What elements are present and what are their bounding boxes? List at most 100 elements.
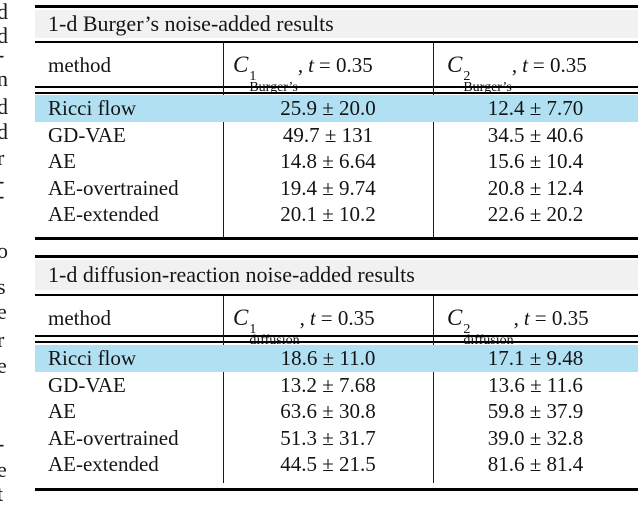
table-header-row: method C1diffusion,t= 0.35 C2diffusion,t… bbox=[35, 297, 638, 348]
value-cell: 13.2 ± 7.68 bbox=[280, 372, 376, 397]
table-row-gd-vae: GD-VAE 49.7 ± 131 34.5 ± 40.6 bbox=[35, 122, 638, 149]
t-variable: t bbox=[523, 306, 530, 330]
method-column-header: method bbox=[48, 306, 111, 330]
clipped-char: e bbox=[0, 457, 7, 482]
table-row-ricci-flow: Ricci flow 18.6 ± 11.0 17.1 ± 9.48 bbox=[35, 345, 638, 372]
method-cell: AE bbox=[48, 399, 76, 423]
sup-sub-script: 1diffusion bbox=[249, 322, 299, 347]
value-cell: 15.6 ± 10.4 bbox=[487, 149, 584, 173]
method-column-header: method bbox=[48, 53, 111, 77]
table-title: 1-d Burger’s noise-added results bbox=[48, 11, 334, 36]
column-separator bbox=[433, 43, 435, 237]
t-variable: t bbox=[309, 306, 316, 330]
value-cell: 22.6 ± 20.2 bbox=[487, 202, 584, 226]
clipped-char: d bbox=[0, 94, 8, 119]
value-cell: 49.7 ± 131 bbox=[282, 122, 374, 147]
diffusion-results-table: 1-d diffusion-reaction noise-added resul… bbox=[35, 255, 638, 493]
value-cell: 25.9 ± 20.0 bbox=[280, 96, 376, 120]
value-cell: 59.8 ± 37.9 bbox=[487, 399, 584, 423]
c1-burgers-column-header: C1Burger’s,t= 0.35 bbox=[233, 44, 373, 95]
clipped-char: o bbox=[0, 238, 8, 263]
value-cell: 14.8 ± 6.64 bbox=[280, 149, 376, 173]
clipped-char: e bbox=[0, 299, 7, 324]
table-title: 1-d diffusion-reaction noise-added resul… bbox=[48, 262, 415, 287]
title-bottom-rule bbox=[35, 294, 638, 296]
t-variable: t bbox=[308, 53, 314, 77]
method-cell: AE bbox=[48, 149, 76, 173]
table-top-rule bbox=[35, 5, 638, 8]
table-row-ae-extended: AE-extended 20.1 ± 10.2 22.6 ± 20.2 bbox=[35, 201, 638, 228]
clipped-char: d bbox=[0, 0, 8, 24]
mathcal-c-symbol: C bbox=[447, 52, 463, 77]
clipped-char: r bbox=[0, 145, 5, 170]
table-body: Ricci flow 18.6 ± 11.0 17.1 ± 9.48 GD-VA… bbox=[35, 345, 638, 478]
header-double-rule-2 bbox=[35, 341, 638, 343]
table-bottom-rule bbox=[35, 488, 638, 491]
value-cell: 12.4 ± 7.70 bbox=[487, 96, 584, 120]
value-cell: 51.3 ± 31.7 bbox=[280, 425, 376, 450]
value-cell: 34.5 ± 40.6 bbox=[487, 122, 584, 147]
value-cell: 44.5 ± 21.5 bbox=[280, 452, 376, 476]
method-cell: AE-extended bbox=[48, 202, 159, 226]
value-cell: 20.1 ± 10.2 bbox=[280, 202, 376, 226]
sup-sub-script: 2diffusion bbox=[463, 322, 513, 347]
column-separator bbox=[223, 43, 225, 237]
table-top-rule bbox=[35, 255, 638, 258]
table-row-ae-overtrained: AE-overtrained 19.4 ± 9.74 20.8 ± 12.4 bbox=[35, 175, 638, 202]
table-row-ricci-flow: Ricci flow 25.9 ± 20.0 12.4 ± 7.70 bbox=[35, 95, 638, 122]
sup-sub-script: 2Burger’s bbox=[463, 69, 511, 94]
mathcal-c-symbol: C bbox=[233, 305, 249, 330]
c2-burgers-column-header: C2Burger’s,t= 0.35 bbox=[447, 44, 587, 95]
header-double-rule-2 bbox=[35, 92, 638, 94]
clipped-char: n bbox=[0, 66, 8, 91]
clipped-char: - bbox=[0, 44, 4, 66]
clipped-char: d bbox=[0, 23, 8, 48]
table-row-gd-vae: GD-VAE 13.2 ± 7.68 13.6 ± 11.6 bbox=[35, 372, 638, 399]
method-cell: AE-extended bbox=[48, 452, 159, 476]
value-cell: 81.6 ± 81.4 bbox=[487, 452, 584, 476]
clipped-char: s bbox=[0, 274, 6, 299]
method-cell: AE-overtrained bbox=[48, 175, 179, 200]
clipped-char: e bbox=[0, 353, 7, 378]
c2-diffusion-column-header: C2diffusion,t= 0.35 bbox=[447, 297, 589, 348]
column-separator bbox=[433, 296, 435, 483]
clipped-char: r bbox=[0, 327, 5, 352]
c1-diffusion-column-header: C1diffusion,t= 0.35 bbox=[233, 297, 375, 348]
table-row-ae: AE 14.8 ± 6.64 15.6 ± 10.4 bbox=[35, 148, 638, 175]
table-row-ae-overtrained: AE-overtrained 51.3 ± 31.7 39.0 ± 32.8 bbox=[35, 425, 638, 452]
method-cell: Ricci flow bbox=[48, 346, 137, 370]
method-cell: GD-VAE bbox=[48, 122, 126, 147]
table-row-ae: AE 63.6 ± 30.8 59.8 ± 37.9 bbox=[35, 398, 638, 425]
value-cell: 17.1 ± 9.48 bbox=[487, 346, 584, 370]
clipped-char: t bbox=[0, 481, 4, 506]
value-cell: 39.0 ± 32.8 bbox=[487, 425, 584, 450]
table-bottom-rule bbox=[35, 237, 638, 240]
table-title-band: 1-d Burger’s noise-added results bbox=[35, 10, 638, 38]
clipped-char: d bbox=[0, 119, 8, 144]
t-variable: t bbox=[522, 53, 528, 77]
sup-sub-script: 1Burger’s bbox=[249, 69, 297, 94]
value-cell: 20.8 ± 12.4 bbox=[487, 175, 584, 200]
method-cell: AE-overtrained bbox=[48, 425, 179, 450]
title-bottom-rule bbox=[35, 41, 638, 43]
table-row-ae-extended: AE-extended 44.5 ± 21.5 81.6 ± 81.4 bbox=[35, 451, 638, 478]
clipped-char: - bbox=[0, 170, 4, 192]
header-double-rule-1 bbox=[35, 86, 638, 88]
table-body: Ricci flow 25.9 ± 20.0 12.4 ± 7.70 GD-VA… bbox=[35, 95, 638, 228]
clipped-char: - bbox=[0, 433, 4, 455]
method-cell: Ricci flow bbox=[48, 96, 137, 120]
value-cell: 19.4 ± 9.74 bbox=[280, 175, 376, 200]
value-cell: 18.6 ± 11.0 bbox=[280, 346, 376, 370]
header-double-rule-1 bbox=[35, 335, 638, 337]
table-header-row: method C1Burger’s,t= 0.35 C2Burger’s,t= … bbox=[35, 44, 638, 95]
method-cell: GD-VAE bbox=[48, 372, 126, 397]
clipped-char: - bbox=[0, 185, 4, 207]
table-title-band: 1-d diffusion-reaction noise-added resul… bbox=[35, 260, 638, 290]
mathcal-c-symbol: C bbox=[233, 52, 249, 77]
column-separator bbox=[223, 296, 225, 483]
value-cell: 63.6 ± 30.8 bbox=[280, 399, 376, 423]
burgers-results-table: 1-d Burger’s noise-added results method … bbox=[35, 5, 638, 241]
value-cell: 13.6 ± 11.6 bbox=[488, 372, 583, 397]
mathcal-c-symbol: C bbox=[447, 305, 463, 330]
